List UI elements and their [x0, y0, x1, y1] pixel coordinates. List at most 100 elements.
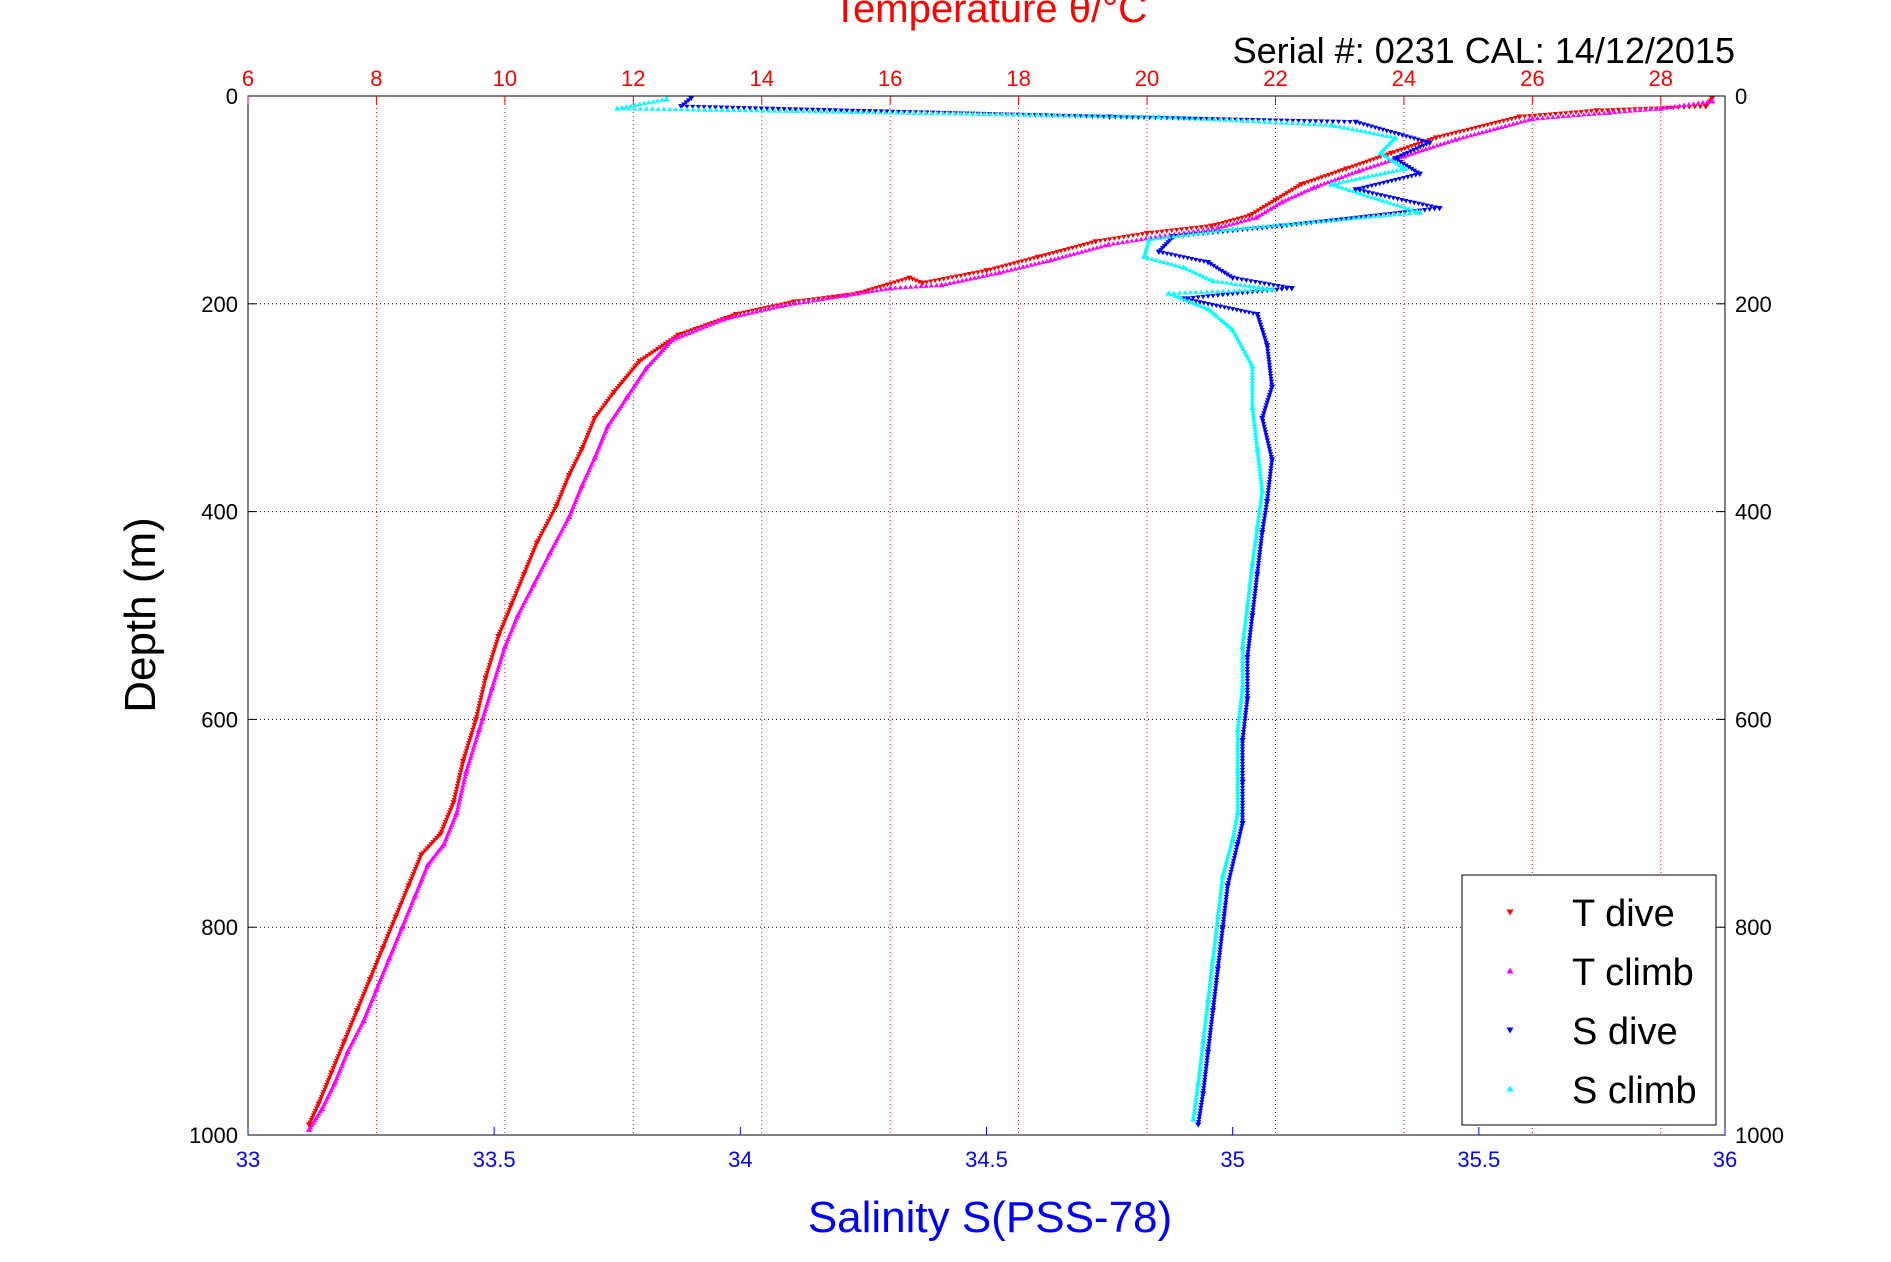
- data-point: [884, 282, 891, 288]
- data-point: [1178, 115, 1184, 120]
- data-point: [1203, 1016, 1209, 1022]
- data-point: [478, 695, 484, 700]
- data-point: [1222, 117, 1229, 122]
- data-point: [1275, 196, 1281, 201]
- data-point: [1244, 654, 1251, 661]
- data-point: [397, 905, 403, 910]
- data-point: [667, 106, 673, 112]
- data-point: [958, 111, 964, 116]
- data-point: [463, 771, 469, 776]
- data-point: [481, 684, 487, 689]
- data-point: [1253, 287, 1259, 292]
- data-point: [1284, 286, 1290, 292]
- data-point: [1412, 150, 1418, 155]
- data-point: [387, 929, 393, 934]
- data-point: [1254, 446, 1261, 452]
- data-point: [1267, 449, 1273, 454]
- data-point: [532, 545, 538, 551]
- data-point: [770, 305, 776, 310]
- data-point: [1258, 493, 1265, 499]
- data-point: [1239, 765, 1246, 770]
- data-point: [1268, 466, 1274, 471]
- data-point: [1506, 122, 1512, 127]
- data-point: [1189, 115, 1195, 121]
- data-point: [1249, 616, 1255, 621]
- data-point: [1380, 127, 1386, 133]
- data-point: [1438, 141, 1444, 147]
- data-point: [1365, 193, 1371, 198]
- data-point: [732, 313, 739, 319]
- data-point: [328, 1070, 335, 1076]
- data-point: [1266, 282, 1272, 287]
- data-point: [341, 1039, 348, 1045]
- data-point: [1262, 427, 1268, 432]
- data-point: [1256, 466, 1263, 471]
- data-point: [1073, 244, 1080, 250]
- data-point: [1103, 113, 1110, 118]
- data-point: [1361, 214, 1367, 220]
- tick-label-depth-right: 600: [1735, 707, 1772, 732]
- data-point: [1268, 468, 1274, 474]
- data-point: [1256, 463, 1262, 468]
- data-point: [1110, 241, 1116, 246]
- data-point: [336, 1051, 342, 1057]
- data-point: [1212, 994, 1218, 1000]
- data-point: [1353, 163, 1360, 168]
- data-point: [1193, 225, 1200, 231]
- data-point: [370, 970, 376, 975]
- data-point: [1252, 280, 1258, 285]
- data-point: [511, 596, 517, 601]
- data-point: [1295, 118, 1302, 124]
- data-point: [1399, 133, 1405, 138]
- data-point: [659, 97, 665, 102]
- data-point: [1239, 812, 1246, 817]
- data-point: [1239, 747, 1246, 752]
- data-point: [878, 287, 884, 292]
- data-point: [1207, 308, 1213, 313]
- data-point: [735, 105, 741, 111]
- data-point: [1193, 289, 1199, 295]
- data-point: [1239, 685, 1246, 691]
- data-point: [812, 108, 818, 114]
- data-point: [897, 284, 904, 290]
- data-point: [1051, 112, 1057, 117]
- data-point: [1604, 108, 1611, 113]
- data-point: [544, 521, 550, 526]
- data-point: [1022, 112, 1028, 117]
- data-point: [499, 651, 506, 657]
- data-point: [1376, 213, 1382, 218]
- data-point: [400, 898, 406, 903]
- data-point: [1078, 249, 1085, 254]
- data-point: [1260, 524, 1266, 530]
- data-point: [391, 919, 397, 925]
- data-point: [645, 99, 652, 105]
- tick-label-depth-right: 400: [1735, 500, 1772, 525]
- data-point: [1227, 274, 1233, 279]
- data-point: [1250, 224, 1256, 230]
- data-point: [1441, 140, 1447, 146]
- data-point: [404, 886, 411, 891]
- data-point: [488, 657, 494, 663]
- data-point: [1218, 936, 1225, 941]
- data-point: [1381, 170, 1388, 175]
- data-point: [564, 478, 570, 483]
- data-point: [1270, 222, 1276, 228]
- data-point: [1193, 1094, 1199, 1099]
- data-point: [1246, 585, 1253, 591]
- data-point: [1258, 499, 1264, 504]
- data-point: [1295, 120, 1301, 126]
- data-point: [1262, 513, 1268, 518]
- data-point: [480, 714, 486, 719]
- data-point: [1153, 257, 1159, 262]
- data-point: [1215, 228, 1221, 233]
- data-point: [1097, 238, 1103, 244]
- data-point: [366, 979, 372, 985]
- data-point: [1258, 325, 1264, 330]
- data-point: [1272, 119, 1279, 125]
- data-point: [1234, 753, 1241, 759]
- data-point: [478, 719, 485, 724]
- data-point: [943, 281, 949, 287]
- data-point: [1251, 549, 1257, 555]
- data-point: [1611, 109, 1618, 115]
